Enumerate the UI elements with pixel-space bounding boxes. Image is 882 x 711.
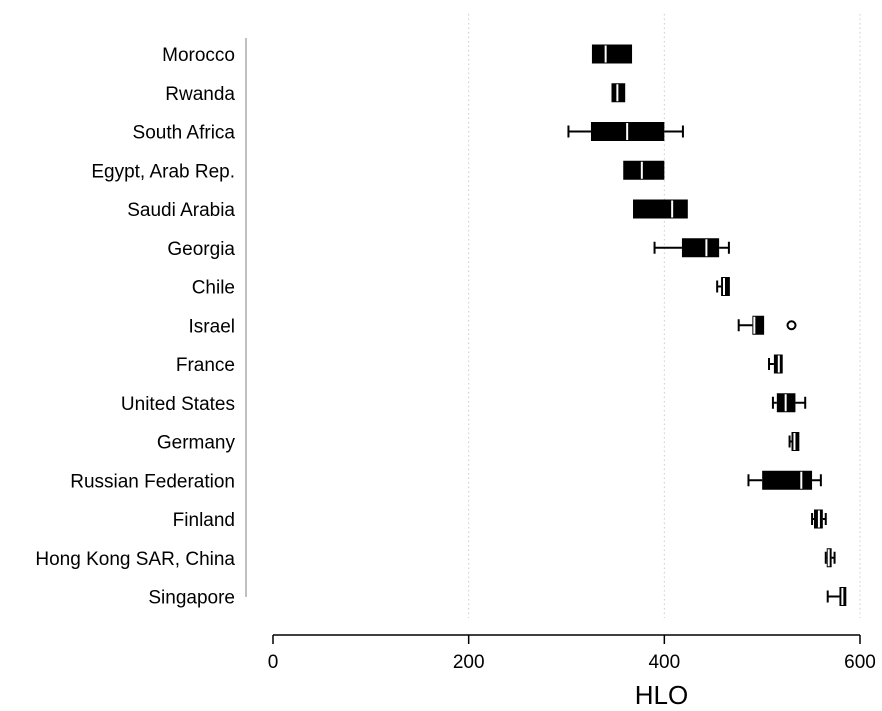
box-group bbox=[592, 45, 632, 64]
x-axis-title: HLO bbox=[635, 680, 688, 710]
box bbox=[592, 45, 632, 64]
box-group bbox=[828, 587, 847, 606]
category-label: Russian Federation bbox=[70, 471, 235, 492]
box bbox=[633, 200, 688, 219]
category-label: United States bbox=[121, 394, 235, 415]
x-tick-label: 0 bbox=[268, 652, 279, 673]
box-group bbox=[612, 83, 626, 102]
boxes bbox=[568, 45, 846, 607]
category-label: Saudi Arabia bbox=[127, 200, 235, 221]
x-tick-label: 200 bbox=[453, 652, 485, 673]
box bbox=[762, 471, 812, 490]
category-label: Israel bbox=[189, 316, 235, 337]
box-group bbox=[623, 161, 664, 180]
box-group bbox=[568, 122, 682, 141]
category-label: Germany bbox=[157, 433, 236, 454]
category-label: Rwanda bbox=[165, 84, 235, 105]
category-labels: Morocco Rwanda South Africa Egypt, Arab Rep… bbox=[35, 45, 235, 609]
x-tick-label: 600 bbox=[844, 652, 876, 673]
category-label: South Africa bbox=[133, 123, 236, 144]
category-label: Singapore bbox=[148, 588, 235, 609]
category-label: Morocco bbox=[162, 45, 235, 66]
box-group bbox=[769, 355, 783, 374]
box-group bbox=[748, 471, 820, 490]
box-group bbox=[633, 200, 688, 219]
category-label: Georgia bbox=[167, 239, 235, 260]
x-ticks: 0 200 400 600 bbox=[268, 635, 876, 673]
box bbox=[623, 161, 664, 180]
category-label: France bbox=[176, 355, 235, 376]
box-group bbox=[773, 393, 805, 412]
x-tick-label: 400 bbox=[648, 652, 680, 673]
category-label: Hong Kong SAR, China bbox=[35, 549, 235, 570]
box-group bbox=[739, 316, 796, 335]
box-group bbox=[717, 277, 730, 296]
box-group bbox=[812, 510, 826, 529]
category-label: Finland bbox=[173, 510, 235, 531]
grid-lines bbox=[469, 14, 860, 618]
category-label: Egypt, Arab Rep. bbox=[91, 161, 235, 182]
category-label: Chile bbox=[192, 278, 235, 299]
outlier-point bbox=[788, 321, 796, 329]
x-axis: 0 200 400 600 bbox=[268, 635, 876, 673]
box-group bbox=[655, 238, 729, 257]
box-group bbox=[826, 548, 835, 567]
box-group bbox=[790, 432, 800, 451]
box bbox=[682, 238, 719, 257]
box bbox=[721, 277, 730, 296]
